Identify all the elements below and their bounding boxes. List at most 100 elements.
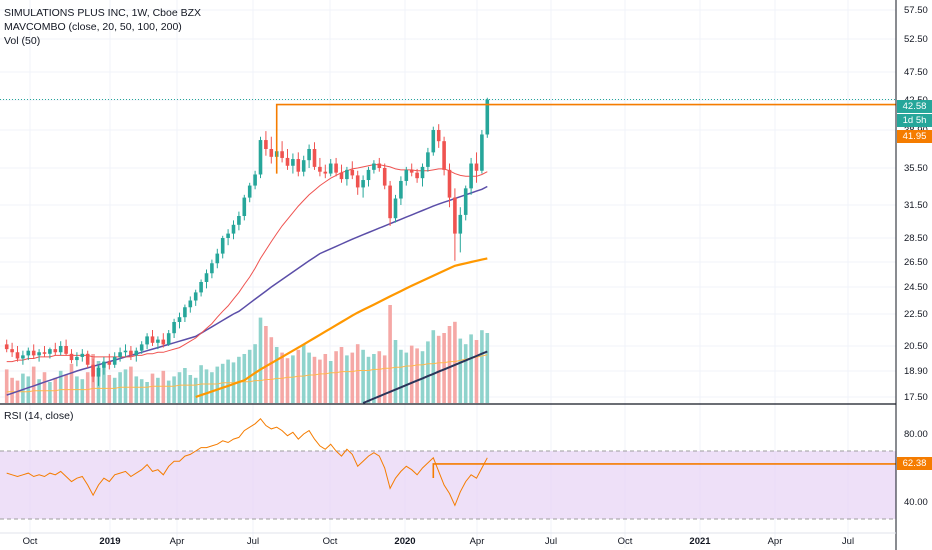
volume-bar bbox=[166, 380, 171, 403]
volume-bar bbox=[442, 333, 446, 403]
volume-bar bbox=[4, 369, 9, 403]
volume-bar bbox=[102, 368, 106, 403]
candle-body bbox=[388, 185, 392, 219]
volume-bars bbox=[4, 305, 490, 404]
volume-bar bbox=[350, 352, 355, 403]
candle-body bbox=[58, 346, 63, 353]
volume-bar bbox=[415, 348, 419, 403]
volume-bar bbox=[469, 334, 473, 403]
candle-body bbox=[172, 322, 176, 334]
volume-bar bbox=[139, 379, 144, 403]
candle-body bbox=[474, 163, 479, 171]
candle-body bbox=[15, 352, 20, 359]
candle-body bbox=[269, 149, 274, 157]
moving-averages bbox=[6, 164, 488, 399]
candle-body bbox=[4, 344, 9, 350]
candle-body bbox=[112, 356, 117, 365]
volume-bar bbox=[150, 373, 155, 403]
candle-body bbox=[177, 317, 182, 322]
volume-bar bbox=[26, 376, 31, 403]
volume-bar bbox=[220, 363, 225, 403]
time-tick-label: Apr bbox=[470, 536, 485, 547]
price-tick-label: 24.50 bbox=[904, 282, 928, 293]
level-line bbox=[275, 103, 896, 174]
candle-body bbox=[102, 361, 106, 368]
candle-body bbox=[463, 188, 468, 215]
candle-body bbox=[215, 253, 220, 264]
volume-bar bbox=[328, 361, 333, 403]
price-tick-label: 31.50 bbox=[904, 200, 928, 211]
rsi-level-line bbox=[432, 463, 896, 478]
time-tick-label: Oct bbox=[618, 536, 633, 547]
volume-bar bbox=[426, 341, 430, 403]
candle-body bbox=[193, 292, 198, 301]
volume-bar bbox=[58, 370, 63, 403]
volume-bar bbox=[393, 340, 398, 403]
volume-bar bbox=[134, 376, 139, 403]
candle-body bbox=[436, 130, 441, 142]
volume-ma-long-line bbox=[362, 350, 488, 404]
candle-body bbox=[85, 353, 90, 365]
volume-bar bbox=[334, 351, 338, 403]
volume-bar bbox=[453, 321, 457, 403]
candle-body bbox=[123, 350, 128, 353]
price-tick-label: 57.50 bbox=[904, 5, 928, 16]
bar-countdown-tag: 1d 5h bbox=[897, 114, 932, 127]
candle-body bbox=[355, 175, 360, 188]
volume-bar bbox=[285, 358, 290, 403]
volume-bar bbox=[361, 349, 365, 403]
candle-body bbox=[204, 273, 209, 282]
candle-body bbox=[26, 350, 31, 356]
candle-body bbox=[296, 159, 301, 172]
time-tick-label: Jul bbox=[842, 536, 854, 547]
candle-body bbox=[334, 163, 338, 173]
volume-bar bbox=[463, 344, 468, 403]
volume-bar bbox=[318, 359, 322, 403]
candle-body bbox=[291, 159, 295, 166]
volume-bar bbox=[372, 354, 376, 403]
candle-body bbox=[350, 169, 355, 176]
mavcombo-legend[interactable]: MAVCOMBO (close, 20, 50, 100, 200) bbox=[4, 21, 182, 33]
candle-body bbox=[318, 166, 322, 172]
time-tick-label: Jul bbox=[545, 536, 557, 547]
rsi-line bbox=[6, 417, 896, 507]
rsi-legend[interactable]: RSI (14, close) bbox=[4, 410, 74, 422]
rsi-band bbox=[0, 450, 896, 520]
candle-body bbox=[404, 169, 409, 181]
candle-body bbox=[107, 361, 112, 365]
price-tick-label: 17.50 bbox=[904, 392, 928, 403]
candle-body bbox=[453, 197, 457, 234]
candle-body bbox=[91, 364, 95, 377]
volume-bar bbox=[258, 317, 263, 403]
volume-bar bbox=[447, 326, 452, 403]
candle-body bbox=[37, 352, 41, 356]
volume-bar bbox=[188, 375, 193, 403]
volume-bar bbox=[377, 351, 382, 403]
volume-bar bbox=[355, 344, 360, 403]
volume-bar bbox=[177, 372, 182, 403]
time-tick-label: Oct bbox=[323, 536, 338, 547]
candle-body bbox=[242, 197, 247, 216]
symbol-title[interactable]: SIMULATIONS PLUS INC, 1W, Cboe BZX bbox=[4, 7, 202, 19]
candle-body bbox=[328, 163, 333, 174]
candle-body bbox=[156, 339, 160, 343]
candle-body bbox=[312, 149, 317, 167]
volume-bar bbox=[307, 352, 311, 403]
volume-bar bbox=[64, 375, 68, 403]
time-tick-label: 2021 bbox=[689, 536, 711, 547]
ma20-line bbox=[6, 164, 488, 363]
volume-legend[interactable]: Vol (50) bbox=[4, 35, 41, 47]
volume-bar bbox=[237, 356, 241, 403]
candle-body bbox=[285, 157, 290, 166]
candle-body bbox=[139, 344, 144, 351]
volume-bar bbox=[112, 377, 117, 403]
volume-bar bbox=[420, 351, 425, 403]
price-tick-label: 47.50 bbox=[904, 67, 928, 78]
candle-body bbox=[307, 149, 311, 161]
candle-body bbox=[42, 352, 47, 354]
volume-bar bbox=[382, 355, 387, 403]
candle-body bbox=[75, 356, 79, 361]
volume-bar bbox=[156, 377, 160, 403]
volume-bar bbox=[436, 335, 441, 403]
candle-body bbox=[426, 152, 430, 167]
